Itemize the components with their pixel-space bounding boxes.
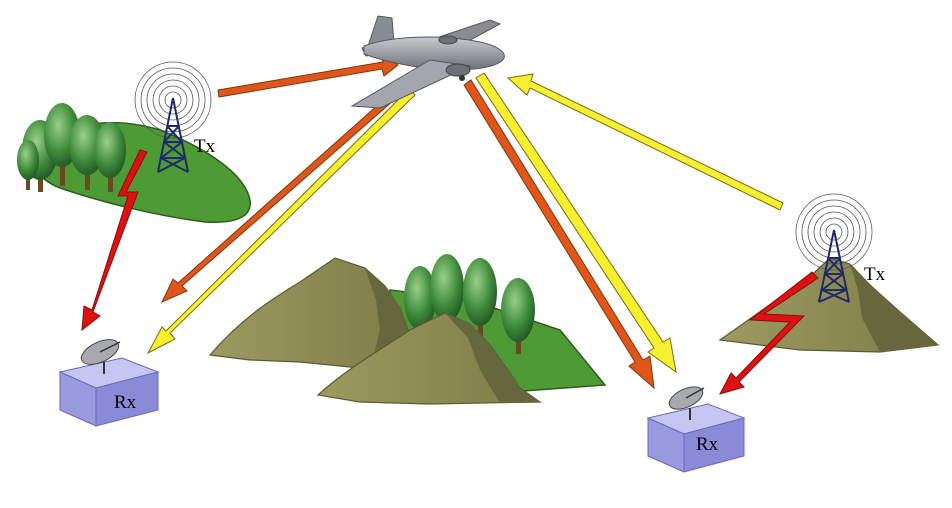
radio-tower-icon [818, 229, 850, 303]
airplane-engine [438, 35, 458, 45]
signal-arrow-yellow [506, 73, 784, 211]
satellite-dish-icon [668, 386, 705, 420]
rx-label: Rx [696, 434, 719, 455]
satellite-dish-icon [80, 339, 121, 374]
radio-tower-icon [157, 97, 189, 173]
receiver-left: Rx [58, 339, 160, 427]
transmitter-left: Tx [134, 61, 216, 173]
central-mountains [208, 254, 607, 405]
tree-icon [17, 140, 39, 190]
direct-link-lightning [719, 271, 819, 395]
mountain-icon [316, 312, 542, 405]
airplane-engine [445, 63, 471, 77]
signal-arrow-yellow [146, 88, 416, 355]
tree-icon [463, 258, 497, 339]
signal-arrow-orange [160, 94, 395, 304]
signal-paths [81, 53, 819, 395]
signal-arrow-yellow [475, 72, 677, 374]
rx-label: Rx [114, 392, 137, 413]
direct-link-lightning [81, 149, 148, 332]
mountain-shadow [445, 313, 540, 403]
tree-icon [94, 122, 126, 192]
mountain-shadow [850, 264, 938, 352]
radio-waves [134, 61, 212, 139]
receiver-box-side [95, 371, 159, 427]
receiver-right: Rx [646, 386, 746, 473]
airplane-icon [350, 15, 505, 109]
signal-arrow-orange [463, 79, 655, 390]
receiver-box-side [683, 417, 745, 473]
transmitter-right: Tx [795, 193, 886, 303]
right-mountain [718, 257, 940, 353]
tx-label: Tx [864, 264, 886, 285]
left-hill [17, 103, 251, 224]
airplane-wheel [459, 75, 465, 81]
airplane-fuselage [363, 36, 505, 71]
signal-arrow-orange [217, 53, 399, 98]
tree-icon [501, 278, 535, 354]
tx-label: Tx [194, 136, 216, 157]
